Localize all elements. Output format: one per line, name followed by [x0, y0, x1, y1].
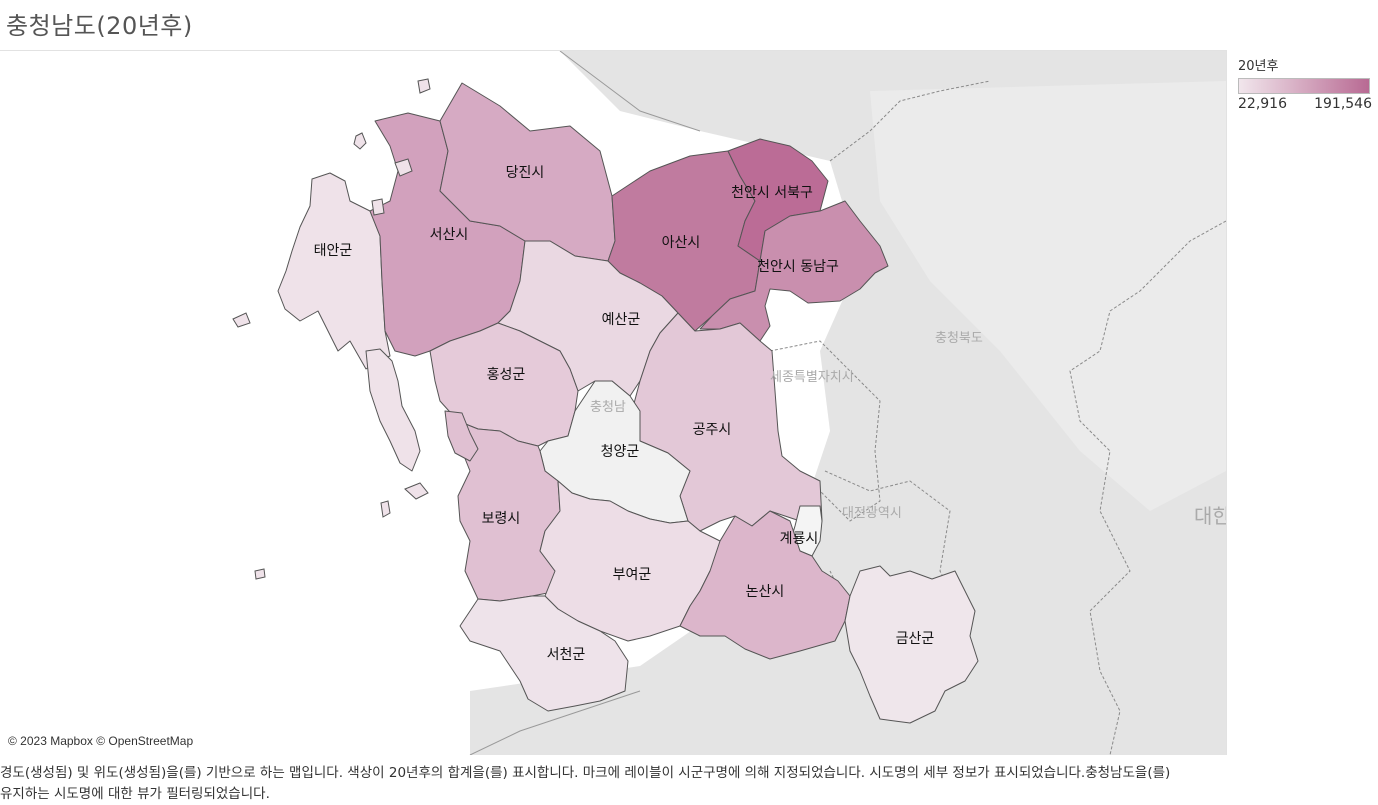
map-canvas[interactable]: 충청북도 세종특별자치시 충청남 대전광역시 대한 당진시 서산시 태안군 아산… — [0, 51, 1226, 755]
label-seocheon: 서천군 — [547, 647, 586, 663]
legend-max-label: 191,546 — [1314, 96, 1372, 112]
label-gyeryong: 계룡시 — [780, 531, 819, 547]
label-geumsan: 금산군 — [896, 631, 935, 647]
label-hongseong: 홍성군 — [487, 367, 526, 383]
map-view[interactable]: 충청북도 세종특별자치시 충청남 대전광역시 대한 당진시 서산시 태안군 아산… — [0, 50, 1227, 755]
legend-gradient-bar — [1238, 78, 1370, 94]
island-2 — [232, 312, 251, 328]
region-nonsan[interactable] — [679, 510, 851, 660]
label-buyeo: 부여군 — [613, 567, 652, 583]
map-caption: 경도(생성됨) 및 위도(생성됨)을(를) 기반으로 하는 맵입니다. 색상이 … — [0, 765, 1171, 802]
label-chungnam: 충청남 — [590, 400, 626, 415]
label-seosan: 서산시 — [430, 227, 469, 243]
label-cheonan-seobuk: 천안시 서북구 — [731, 185, 813, 201]
legend-title: 20년후 — [1238, 59, 1279, 74]
region-taean-south[interactable] — [365, 348, 421, 472]
label-cheonan-dongnam: 천안시 동남구 — [757, 259, 839, 275]
region-taean[interactable] — [277, 172, 391, 370]
island-4 — [380, 500, 391, 518]
label-dangjin: 당진시 — [506, 165, 545, 181]
land-background-patch — [870, 81, 1226, 511]
label-chungbuk: 충청북도 — [935, 331, 983, 346]
island-5 — [254, 568, 266, 580]
label-gongju: 공주시 — [693, 422, 732, 438]
page-title: 충청남도(20년후) — [6, 12, 193, 40]
label-daehan: 대한 — [1194, 504, 1226, 528]
region-cheonan-dongnam[interactable] — [699, 200, 889, 342]
region-geumsan[interactable] — [844, 565, 979, 724]
label-taean: 태안군 — [314, 243, 353, 259]
island-8 — [371, 198, 385, 216]
island-1 — [353, 132, 367, 150]
legend-min-label: 22,916 — [1238, 96, 1287, 112]
region-seocheon[interactable] — [459, 595, 629, 712]
label-sejong: 세종특별자치시 — [770, 370, 854, 385]
map-attribution[interactable]: © 2023 Mapbox © OpenStreetMap — [8, 734, 194, 748]
region-boryeong-coast[interactable] — [444, 410, 479, 462]
color-legend[interactable]: 20년후 22,916 191,546 — [1238, 55, 1376, 112]
coast-line — [469, 51, 701, 755]
island-6 — [417, 78, 431, 94]
label-asan: 아산시 — [662, 235, 701, 251]
label-boryeong: 보령시 — [482, 511, 521, 527]
label-nonsan: 논산시 — [746, 584, 785, 600]
label-daejeon: 대전광역시 — [842, 506, 902, 521]
label-cheongyang: 청양군 — [601, 444, 640, 460]
label-yesan: 예산군 — [602, 312, 641, 328]
island-3 — [404, 482, 429, 500]
province-border-line — [829, 80, 1226, 755]
island-7 — [394, 158, 413, 177]
